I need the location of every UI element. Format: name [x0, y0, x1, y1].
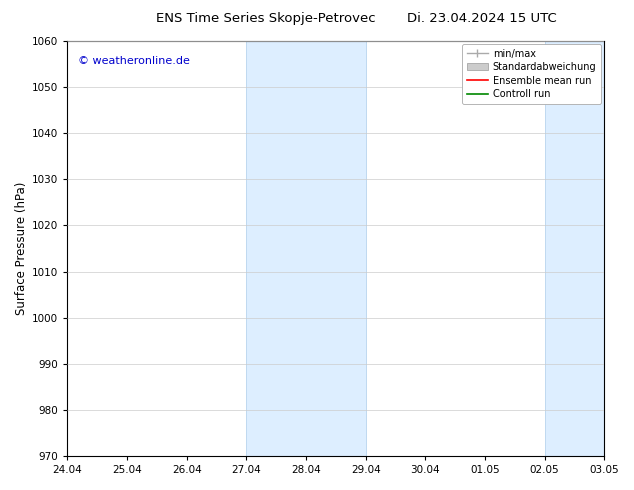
- Bar: [545, 41, 604, 456]
- Text: Di. 23.04.2024 15 UTC: Di. 23.04.2024 15 UTC: [407, 12, 557, 25]
- Bar: [247, 41, 366, 456]
- Text: © weatheronline.de: © weatheronline.de: [78, 55, 190, 66]
- Y-axis label: Surface Pressure (hPa): Surface Pressure (hPa): [15, 182, 28, 315]
- Legend: min/max, Standardabweichung, Ensemble mean run, Controll run: min/max, Standardabweichung, Ensemble me…: [462, 44, 601, 104]
- Text: ENS Time Series Skopje-Petrovec: ENS Time Series Skopje-Petrovec: [157, 12, 376, 25]
